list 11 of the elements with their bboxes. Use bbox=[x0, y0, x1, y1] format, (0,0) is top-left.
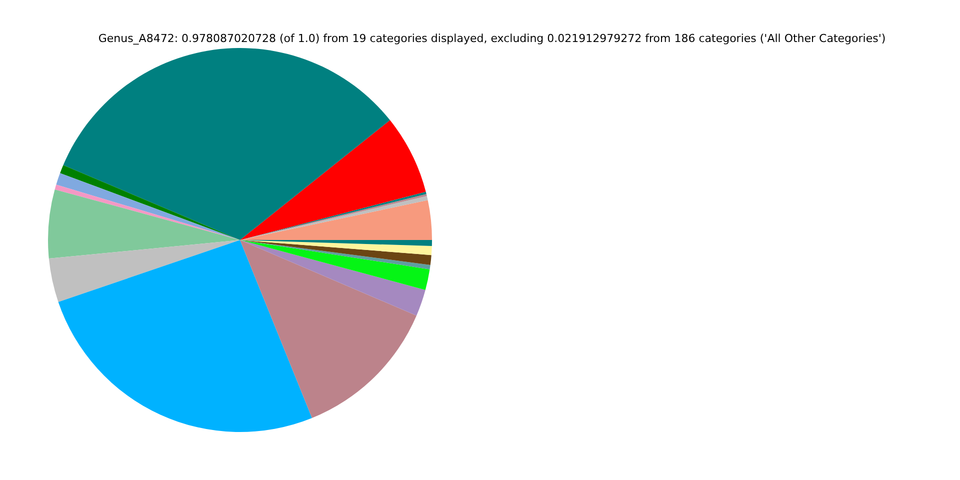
pie-slice bbox=[240, 240, 430, 290]
pie-slice bbox=[48, 189, 240, 259]
pie-slice bbox=[240, 240, 432, 256]
pie-slice bbox=[63, 48, 390, 240]
pie-slice bbox=[240, 120, 426, 240]
pie-slice bbox=[240, 240, 416, 418]
text: Genus_A8472: 0.978087020728 (of 1.0) from 19 categories displayed, excluding 0.021912979272 from 186 categories ('All Other Categories') bbox=[98, 32, 886, 45]
pie-slice bbox=[58, 240, 312, 432]
pie-slice bbox=[48, 240, 240, 302]
pie-slice bbox=[240, 240, 426, 316]
pie-slice bbox=[54, 184, 240, 240]
